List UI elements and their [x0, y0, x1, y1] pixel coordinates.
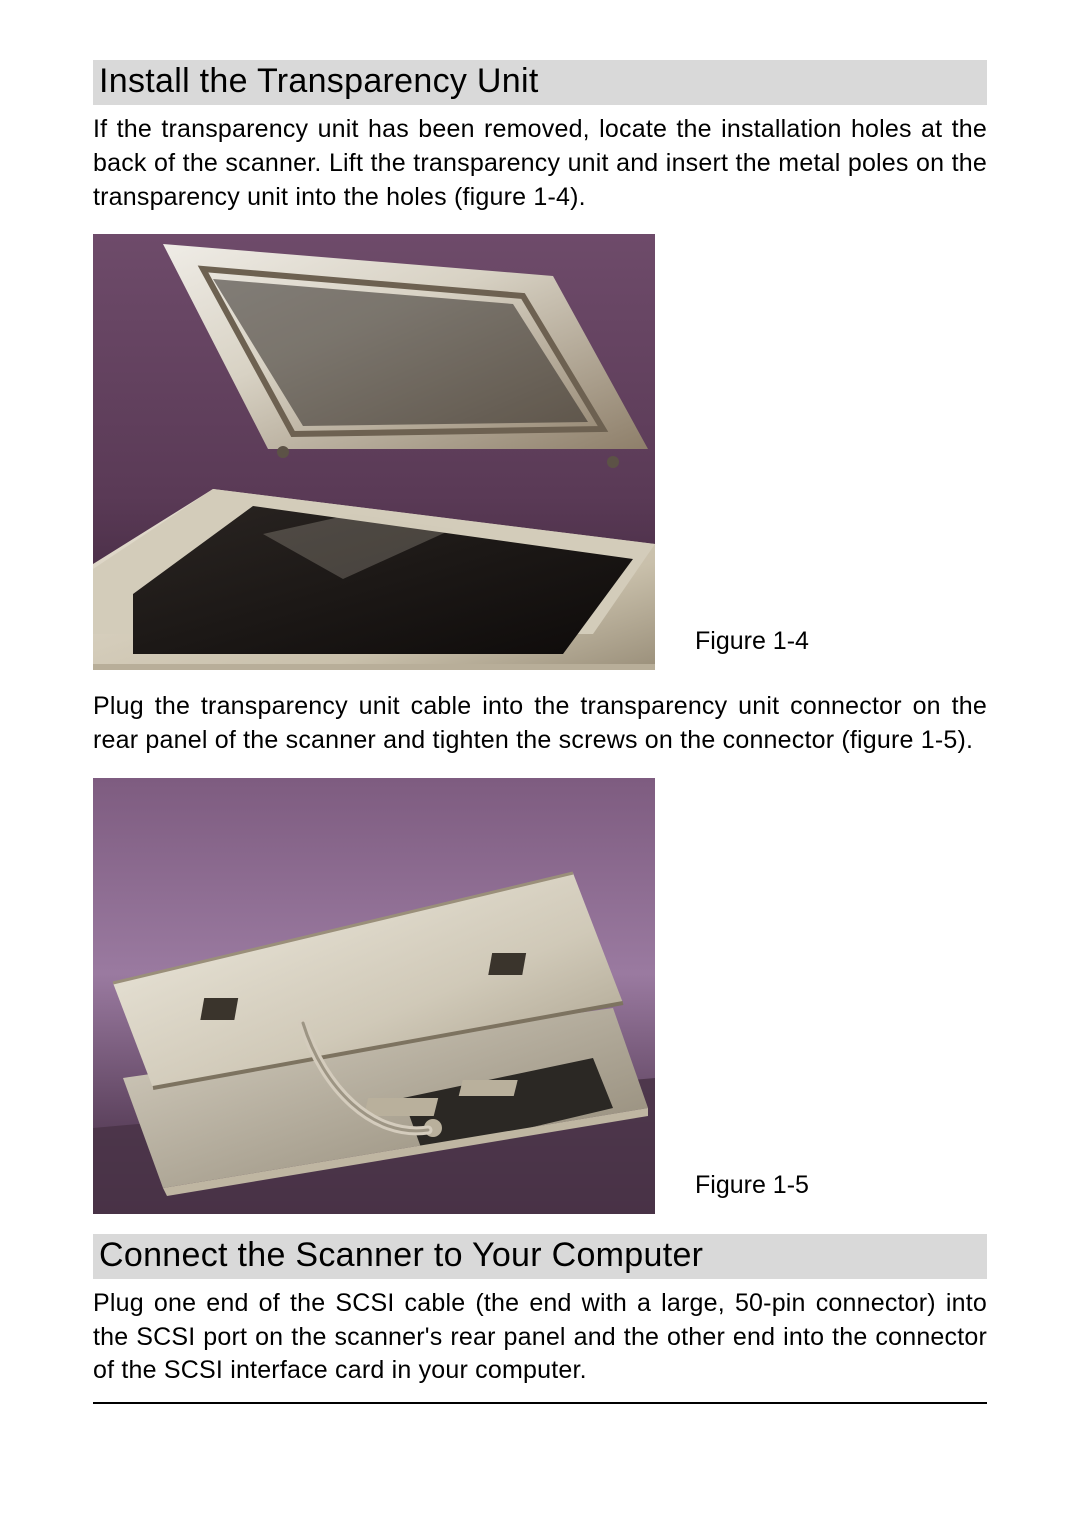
figure-1-5-caption: Figure 1-5 [695, 1171, 809, 1214]
section-heading-install: Install the Transparency Unit [93, 60, 987, 105]
section2-paragraph-1: Plug one end of the SCSI cable (the end … [93, 1287, 987, 1388]
horizontal-rule [93, 1402, 987, 1404]
figure-1-5-image [93, 778, 655, 1214]
figure-1-4-caption: Figure 1-4 [695, 627, 809, 670]
figure-1-4-row: Figure 1-4 [93, 234, 987, 670]
figure-1-4-image [93, 234, 655, 670]
section1-paragraph-1: If the transparency unit has been remove… [93, 113, 987, 214]
section1-paragraph-2: Plug the transparency unit cable into th… [93, 690, 987, 758]
section-heading-connect: Connect the Scanner to Your Computer [93, 1234, 987, 1279]
document-page: Install the Transparency Unit If the tra… [0, 0, 1080, 1529]
figure-1-5-row: Figure 1-5 [93, 778, 987, 1214]
